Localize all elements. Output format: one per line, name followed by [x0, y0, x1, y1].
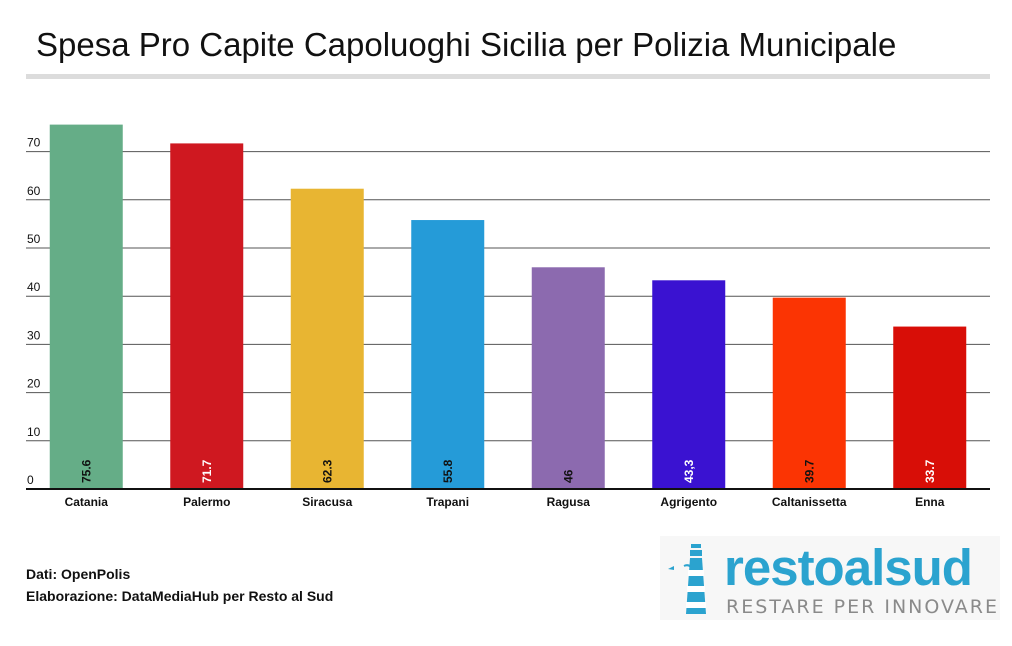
data-label: 33.7	[923, 459, 937, 483]
lighthouse-icon	[668, 544, 706, 614]
chart-title: Spesa Pro Capite Capoluoghi Sicilia per …	[36, 26, 897, 63]
logo-wordmark: restoalsud	[724, 539, 973, 596]
data-credit: Elaborazione: DataMediaHub per Resto al …	[26, 588, 334, 604]
x-tick-label: Caltanissetta	[772, 495, 847, 509]
data-source: Dati: OpenPolis	[26, 566, 131, 582]
data-label: 55.8	[441, 459, 455, 483]
y-tick-label: 50	[27, 232, 41, 246]
x-tick-label: Catania	[65, 495, 109, 509]
x-tick-label: Trapani	[426, 495, 469, 509]
restoalsud-logo: restoalsud RESTARE PER INNOVARE	[660, 536, 1000, 620]
x-tick-label: Agrigento	[660, 495, 717, 509]
y-tick-label: 40	[27, 280, 41, 294]
y-tick-label: 70	[27, 136, 41, 150]
title-divider	[26, 74, 990, 79]
y-tick-label: 20	[27, 377, 41, 391]
bar	[893, 326, 967, 489]
bar	[49, 124, 123, 489]
data-label: 43,3	[682, 459, 696, 483]
bar	[652, 280, 726, 489]
y-tick-label: 60	[27, 184, 41, 198]
bar	[531, 267, 605, 489]
y-tick-label: 30	[27, 328, 41, 342]
x-tick-label: Palermo	[183, 495, 230, 509]
data-label: 62.3	[320, 459, 334, 483]
bar	[772, 297, 846, 489]
bar	[170, 143, 244, 489]
logo-tagline: RESTARE PER INNOVARE	[726, 596, 999, 618]
x-tick-label: Enna	[915, 495, 945, 509]
x-tick-label: Siracusa	[302, 495, 352, 509]
y-tick-label: 10	[27, 425, 41, 439]
x-tick-label: Ragusa	[547, 495, 591, 509]
data-label: 46	[561, 469, 575, 483]
y-tick-label: 0	[27, 473, 34, 487]
data-label: 75.6	[79, 459, 93, 483]
data-label: 39.7	[802, 459, 816, 483]
bar	[411, 220, 485, 489]
bar	[290, 188, 364, 490]
data-label: 71.7	[200, 459, 214, 483]
